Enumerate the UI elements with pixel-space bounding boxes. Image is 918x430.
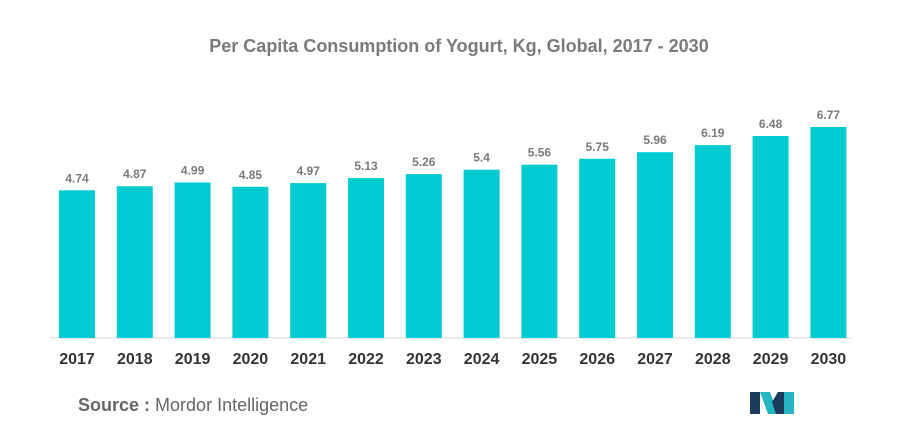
value-label-2030: 6.77: [817, 108, 841, 122]
bar-2017: [59, 190, 95, 338]
x-tick-label-2029: 2029: [753, 351, 789, 368]
bar-2028: [694, 145, 731, 338]
value-label-2024: 5.4: [473, 151, 490, 165]
bar-2027: [637, 152, 673, 338]
value-label-2023: 5.26: [412, 155, 436, 169]
source-note: Source : Mordor Intelligence: [78, 395, 308, 416]
value-label-2025: 5.56: [528, 146, 552, 160]
value-label-2022: 5.13: [354, 159, 378, 173]
value-label-2028: 6.19: [701, 126, 725, 140]
x-tick-label-2017: 2017: [59, 351, 95, 368]
bar-2020: [232, 186, 269, 338]
value-label-2019: 4.99: [181, 164, 205, 178]
bar-2021: [290, 183, 327, 338]
value-label-2027: 5.96: [643, 133, 667, 147]
source-text: Mordor Intelligence: [155, 395, 309, 415]
value-label-2021: 4.97: [297, 164, 321, 178]
x-tick-label-2020: 2020: [233, 351, 269, 368]
x-tick-label-2024: 2024: [464, 351, 500, 368]
x-tick-labels-group: 2017 2018 2019 2020 2021 2022 2023 2024 2025 2026…: [59, 351, 846, 368]
bar-2030: [810, 127, 847, 338]
value-labels-group: 4.74 4.87 4.99 4.85 4.97 5.13 5.26 5.4 5.56 5.75 5…: [65, 108, 840, 185]
mordor-intelligence-logo-icon: [750, 392, 794, 414]
x-tick-label-2026: 2026: [579, 351, 615, 368]
bar-2025: [521, 164, 558, 338]
value-label-2017: 4.74: [65, 171, 89, 185]
value-label-2029: 6.48: [759, 117, 783, 131]
x-tick-label-2028: 2028: [695, 351, 731, 368]
x-tick-label-2023: 2023: [406, 351, 442, 368]
bar-2022: [348, 178, 384, 338]
source-label: Source :: [78, 395, 151, 415]
bar-2024: [463, 169, 500, 338]
value-label-2026: 5.75: [586, 140, 610, 154]
bar-2026: [579, 158, 616, 338]
bars-group: [59, 127, 847, 338]
x-tick-label-2027: 2027: [637, 351, 673, 368]
bar-2019: [174, 182, 211, 338]
x-tick-label-2030: 2030: [811, 351, 847, 368]
value-label-2018: 4.87: [123, 167, 147, 181]
bar-2018: [116, 186, 153, 338]
x-tick-label-2025: 2025: [522, 351, 558, 368]
x-tick-label-2022: 2022: [348, 351, 384, 368]
bar-2023: [405, 174, 442, 338]
bar-2029: [752, 136, 789, 338]
x-tick-label-2021: 2021: [290, 351, 326, 368]
x-tick-label-2018: 2018: [117, 351, 153, 368]
value-label-2020: 4.85: [239, 168, 263, 182]
x-tick-label-2019: 2019: [175, 351, 211, 368]
chart-title: Per Capita Consumption of Yogurt, Kg, Gl…: [209, 36, 709, 56]
